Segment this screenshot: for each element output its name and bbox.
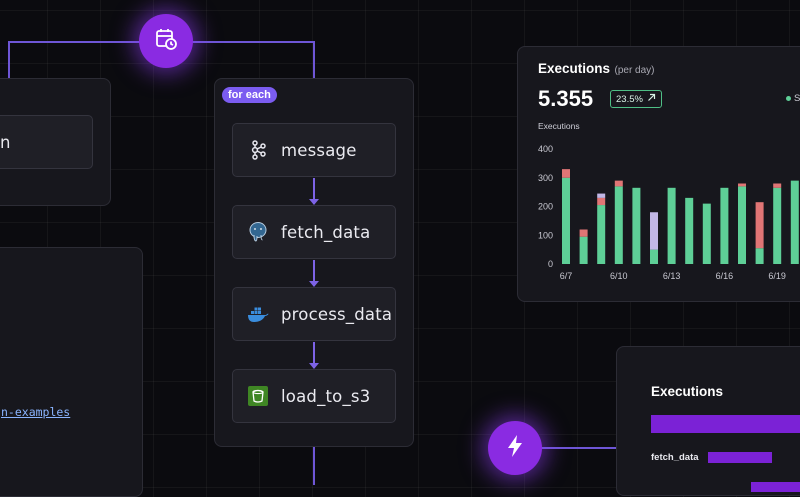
x-tick-label: 6/16 xyxy=(716,271,734,281)
kafka-icon xyxy=(247,139,269,161)
bar-segment[interactable] xyxy=(614,186,623,264)
chart-title-text: Executions xyxy=(538,61,611,76)
y-tick-label: 100 xyxy=(538,230,553,240)
realtime-trigger-node[interactable] xyxy=(488,421,542,475)
total-bar xyxy=(651,415,800,433)
x-tick-label: 6/19 xyxy=(768,271,786,281)
chart-title: Executions (per day) xyxy=(538,60,655,78)
flow-arrow xyxy=(309,178,319,205)
task-load-to-s3[interactable]: load_to_s3 xyxy=(232,369,396,423)
bar-segment[interactable] xyxy=(685,197,694,264)
next-row-bar xyxy=(751,482,800,492)
y-tick-label: 200 xyxy=(538,202,553,212)
legend-success: S xyxy=(786,93,800,104)
bar-segment[interactable] xyxy=(597,197,606,206)
connector-line-right-drop xyxy=(313,41,315,79)
legend-dot xyxy=(786,95,791,101)
bar-segment[interactable] xyxy=(562,177,570,264)
task-fetch-data[interactable]: fetch_data xyxy=(232,205,396,259)
executions-bar-chart: 0 100 200 300 400 6/7 6/10 6/13 6/16 6/19 xyxy=(538,144,799,281)
x-tick-label: 6/10 xyxy=(610,271,628,281)
foreach-badge: for each xyxy=(222,87,277,103)
bar-segment[interactable] xyxy=(597,205,606,264)
bar-segment[interactable] xyxy=(773,187,782,264)
executions-chart-panel: Executions (per day) 5.355 23.5% S Execu… xyxy=(517,46,800,302)
task-message[interactable]: message xyxy=(232,123,396,177)
arrow-up-right-icon xyxy=(647,93,656,105)
flow-arrow xyxy=(309,260,319,287)
fetch-data-bar xyxy=(708,452,772,463)
bottom-executions-panel: Executions fetch_data xyxy=(616,346,800,496)
bar-segment[interactable] xyxy=(738,183,746,187)
y-axis-title: Executions xyxy=(538,121,580,131)
connector-line-bottom xyxy=(313,447,315,485)
schedule-trigger-node[interactable] xyxy=(139,14,193,68)
left-task-label: n xyxy=(0,132,11,152)
bar-segment[interactable] xyxy=(650,212,658,250)
postgres-icon xyxy=(247,221,269,243)
s3-bucket-icon xyxy=(247,385,269,407)
bar-segment[interactable] xyxy=(597,193,606,198)
y-tick-label: 300 xyxy=(538,173,553,183)
bar-segment[interactable] xyxy=(562,169,570,178)
bar-segment[interactable] xyxy=(702,203,711,264)
bottom-panel-title: Executions xyxy=(651,384,724,399)
task-label: fetch_data xyxy=(281,222,371,242)
total-executions-value: 5.355 xyxy=(538,86,594,111)
task-label: process_data xyxy=(281,304,393,324)
calendar-clock-icon xyxy=(154,27,178,55)
left-flow-panel: n xyxy=(0,78,111,206)
legend-label: S xyxy=(794,93,800,104)
bar-segment[interactable] xyxy=(632,187,641,264)
bar-segment[interactable] xyxy=(579,229,588,237)
bar-segment[interactable] xyxy=(755,202,764,249)
bar-segment[interactable] xyxy=(790,180,799,264)
bar-segment[interactable] xyxy=(755,248,764,264)
bar-segment[interactable] xyxy=(738,186,746,264)
bar-segment[interactable] xyxy=(773,183,782,188)
lightning-icon xyxy=(507,435,523,461)
y-tick-label: 400 xyxy=(538,144,553,154)
bar-segment[interactable] xyxy=(650,249,658,264)
x-tick-label: 6/13 xyxy=(663,271,681,281)
y-tick-label: 0 xyxy=(548,259,553,269)
task-label: message xyxy=(281,140,357,160)
connector-line-left-drop xyxy=(8,41,10,79)
flow-arrow xyxy=(309,342,319,369)
bar-segment[interactable] xyxy=(667,187,676,264)
foreach-panel: for each message fetch_data xyxy=(214,78,414,447)
bottom-row-label: fetch_data xyxy=(651,452,699,463)
left-task-node[interactable]: n xyxy=(0,115,93,169)
task-label: load_to_s3 xyxy=(281,386,371,406)
chart-subtitle: (per day) xyxy=(614,65,655,76)
task-process-data[interactable]: process_data xyxy=(232,287,396,341)
docker-icon xyxy=(247,303,269,325)
bar-segment[interactable] xyxy=(579,236,588,264)
bar-segment[interactable] xyxy=(614,180,623,187)
bar-segment[interactable] xyxy=(720,187,729,264)
x-tick-label: 6/7 xyxy=(560,271,573,281)
code-examples-link[interactable]: n-examples xyxy=(1,405,71,419)
code-panel: n-examples xyxy=(0,247,143,497)
connector-line-trigger xyxy=(515,447,617,449)
delta-value: 23.5% xyxy=(616,93,643,105)
delta-badge: 23.5% xyxy=(610,90,662,108)
